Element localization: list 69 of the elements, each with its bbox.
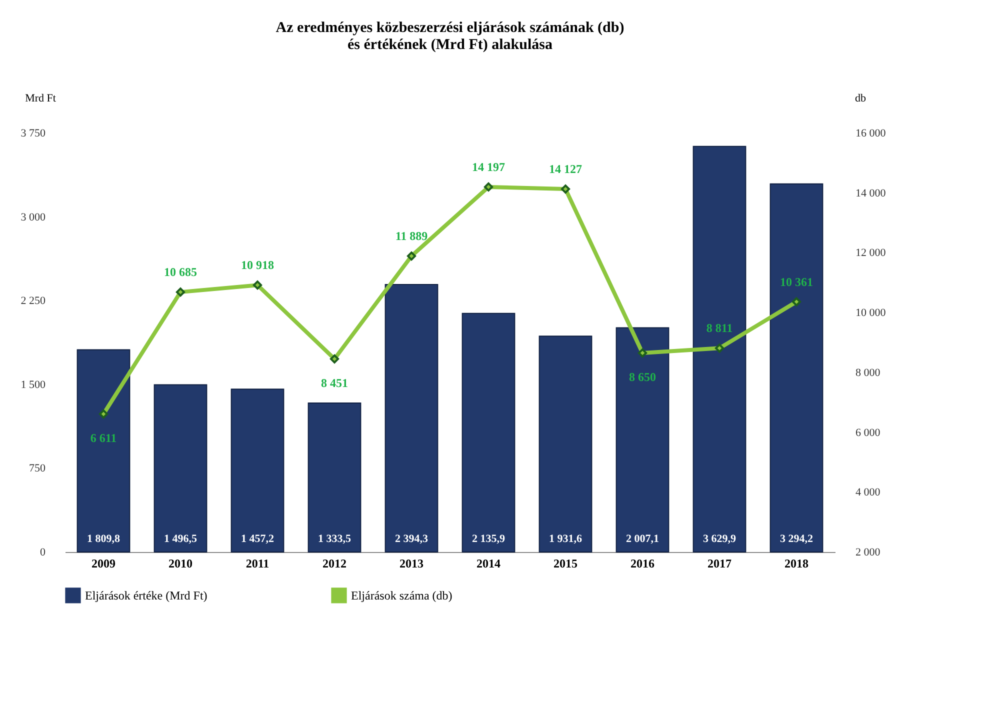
bar	[538, 336, 592, 552]
data-label: 2 007,1	[626, 533, 659, 545]
point	[560, 184, 570, 194]
chart-title: Az eredményes közbeszerzési eljárások számának (db) és értékének (Mrd Ft) alakulása	[276, 20, 624, 53]
x-tick-label: 2011	[246, 556, 270, 570]
data-label: 1 457,2	[241, 533, 274, 545]
data-label: 1 496,5	[164, 533, 198, 545]
y-tick-label: 3 000	[20, 211, 46, 224]
y2-tick-label: 2 000	[856, 546, 881, 558]
point	[406, 252, 416, 261]
x-tick-label: 2009	[92, 556, 116, 570]
x-tick-label: 2015	[554, 556, 578, 570]
y2-tick-label: 12 000	[856, 247, 886, 260]
point	[792, 297, 802, 306]
x-tick-label: 2018	[784, 556, 808, 570]
point	[638, 348, 648, 358]
data-label: 10 361	[780, 274, 813, 289]
bar	[462, 312, 516, 552]
bar	[154, 384, 208, 552]
data-label: 14 197	[472, 160, 505, 174]
y2-tick-label: 14 000	[856, 187, 886, 200]
y2-tick-label: 8 000	[856, 366, 881, 379]
data-label: 11 889	[395, 229, 428, 244]
y2-tick-label: 6 000	[856, 426, 881, 439]
data-label: 8 451	[321, 376, 348, 390]
y2-tick-label: 16 000	[856, 128, 886, 140]
x-tick-label: 2012	[322, 556, 346, 570]
data-label: 6 611	[90, 431, 117, 445]
y-tick-label: 0	[40, 546, 46, 558]
point	[176, 288, 186, 297]
y-tick-label: 2 250	[20, 295, 46, 308]
bar	[230, 388, 284, 552]
data-label: 1 333,5	[318, 533, 352, 545]
y-axis-title: Mrd Ft	[25, 92, 56, 104]
point	[252, 280, 262, 290]
data-label: 3 629,9	[703, 533, 736, 545]
x-tick-label: 2014	[476, 556, 500, 570]
y-tick-label: 3 750	[20, 128, 46, 140]
data-label: 14 127	[549, 162, 582, 176]
data-label: 3 294,2	[780, 533, 814, 545]
y2-tick-label: 4 000	[856, 486, 881, 499]
data-label: 8 811	[706, 321, 733, 336]
point	[484, 182, 494, 192]
y2-axis-title: db	[855, 92, 866, 104]
legend-label: Eljárások értéke (Mrd Ft)	[85, 588, 208, 602]
bar	[76, 349, 130, 552]
data-label: 10 685	[164, 265, 197, 280]
y-tick-label: 1 500	[20, 378, 46, 391]
data-label: 10 918	[241, 258, 274, 272]
bar	[770, 183, 824, 552]
bar	[692, 146, 746, 552]
x-tick-label: 2017	[708, 556, 732, 570]
point	[330, 354, 340, 364]
y-tick-label: 750	[29, 462, 46, 475]
x-tick-label: 2013	[400, 556, 424, 570]
x-tick-label: 2016	[630, 556, 654, 570]
bar	[308, 402, 362, 552]
x-tick-label: 2010	[168, 556, 192, 570]
data-label: 2 135,9	[472, 533, 506, 545]
bar	[384, 284, 438, 552]
point	[98, 409, 108, 419]
bar	[616, 327, 670, 552]
data-label: 2 394,3	[395, 533, 428, 545]
data-label: 1 931,6	[549, 533, 582, 545]
point	[714, 344, 724, 353]
legend-label: Eljárások száma (db)	[351, 588, 452, 602]
y2-tick-label: 10 000	[856, 307, 886, 320]
data-label: 8 650	[629, 370, 656, 384]
data-label: 1 809,8	[87, 533, 120, 545]
